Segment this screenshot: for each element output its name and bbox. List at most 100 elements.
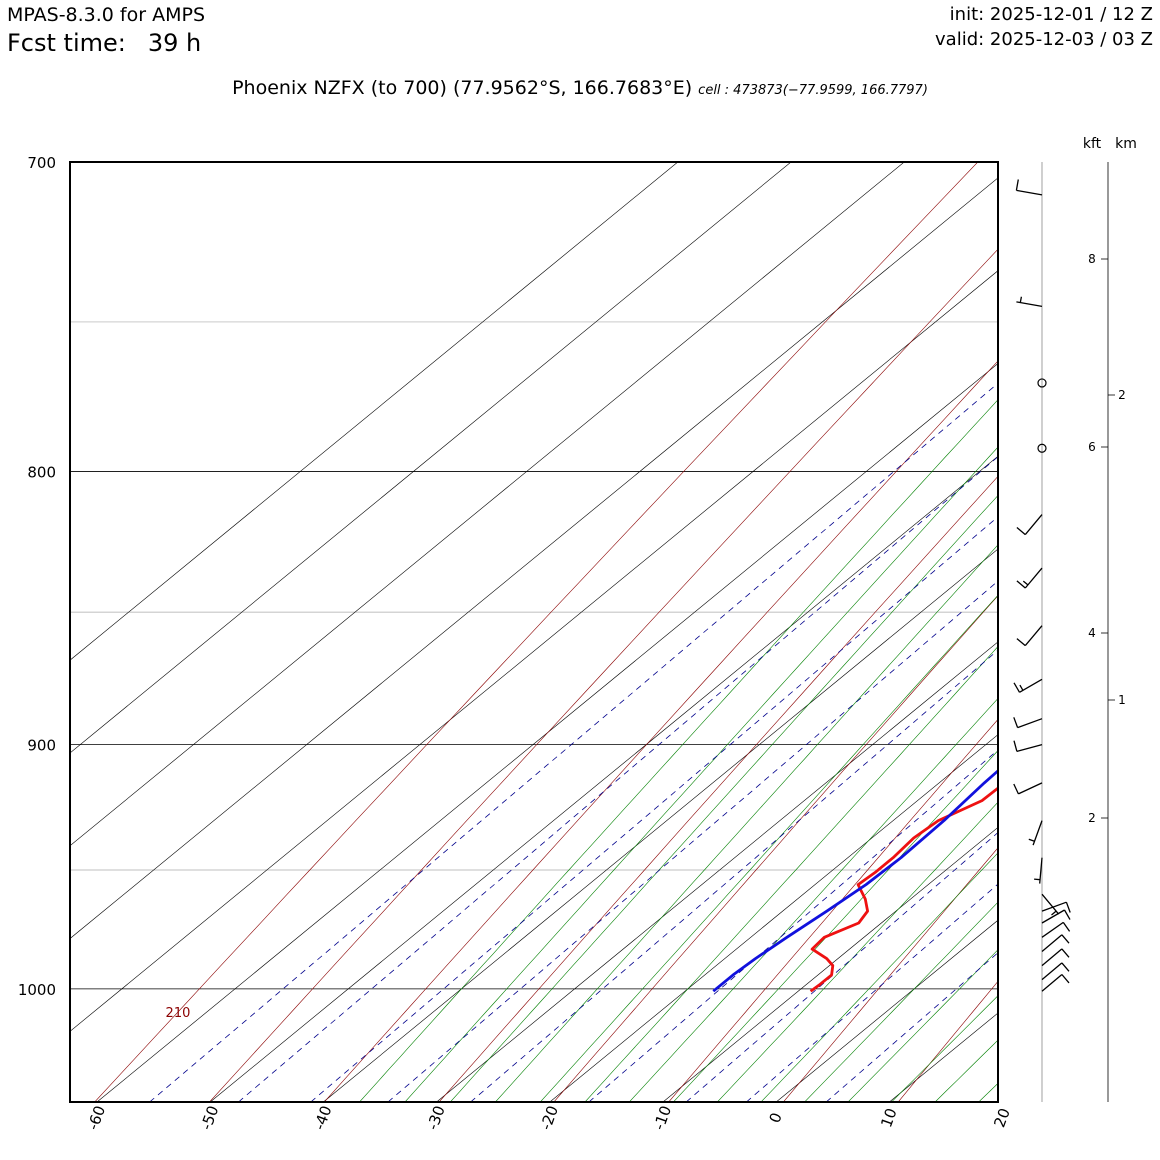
moist-adiabat [978,1082,998,1102]
wind-barb [1016,567,1043,589]
moist-adiabat [891,995,998,1102]
kft-tick-label: 8 [1088,252,1096,266]
temperature-line [809,786,998,993]
moist-adiabat [804,901,998,1102]
isotherm [210,455,998,1102]
axis-labels: 700 800 900 1000 -60 -50 -40 -30 -20 -10 0 10 20 210 k… [18,136,1137,1132]
isotherm [549,734,998,1102]
temperature-tick-bottom: -30 [423,1103,448,1132]
forecast-time-label: Fcst time: [7,29,126,57]
temperature-tick-bottom: 10 [877,1106,900,1130]
isotherm [323,548,998,1102]
dry-adiabat [783,847,998,1102]
dry-adiabat [94,162,979,1102]
km-tick-label: 1 [1118,693,1126,707]
wind-barb [1041,934,1070,952]
wind-barb [1041,962,1070,981]
mixing-ratio-line [238,456,998,1102]
temperature-tick-bottom: -60 [84,1103,109,1132]
mixing-ratio-line [746,883,998,1102]
mixing-ratio-line [387,580,998,1102]
isotherm [70,177,998,939]
wind-barb [1041,921,1071,938]
forecast-time-value: 39 h [147,29,202,57]
temperature-tick-bottom: -40 [310,1103,335,1132]
temperature-tick-bottom: 0 [766,1110,786,1125]
temperature-tick-bottom: -20 [537,1103,562,1132]
moist-adiabat [934,1039,998,1102]
mixing-ratio-line [825,952,998,1102]
mixing-ratio-line [149,382,998,1102]
isotherm [662,827,998,1102]
wind-barb [1041,948,1070,967]
isotherm [70,162,678,661]
wind-barb [1028,820,1043,846]
wind-barb [1013,717,1043,729]
wind-barb [1015,179,1043,196]
station-title: Phoenix NZFX (to 700) (77.9562°S, 166.76… [0,77,1160,99]
isotherm [70,270,998,1032]
dry-adiabat [323,360,998,1102]
dry-adiabat-label: 210 [166,1006,191,1021]
wind-barb [1016,625,1043,647]
dry-adiabat [1110,129,1160,1124]
dry-adiabat [438,475,998,1102]
isotherm [70,162,905,847]
km-label: km [1115,136,1137,152]
temperature-tick-bottom: -50 [197,1103,222,1132]
isotherm [436,641,998,1102]
calm-wind-circle [1037,378,1047,388]
moist-adiabat [584,646,998,1102]
moist-adiabat [494,544,998,1102]
pressure-tick-label: 1000 [18,981,56,999]
cell-info: cell : 473873(−77.9599, 166.7797) [698,83,928,98]
pressure-tick-label: 800 [27,464,56,482]
moist-adiabat [628,697,998,1102]
kft-tick-label: 2 [1088,811,1096,825]
pressure-tick-label: 900 [27,737,56,755]
moist-adiabat [449,494,998,1102]
moist-adiabat [539,594,998,1102]
kft-tick-label: 4 [1088,626,1096,640]
isotherm [776,919,998,1102]
plot-frame [69,161,999,1103]
forecast-time: Fcst time: 39 h [7,29,201,57]
wind-barb [1041,974,1070,992]
dry-adiabat [897,980,998,1102]
pressure-tick-label: 700 [27,154,56,172]
dry-adiabat [209,248,998,1102]
dewpoint-line [712,768,998,993]
wind-barb [1041,893,1060,916]
isotherm [96,363,998,1102]
isotherm [70,162,792,754]
kft-label: kft [1083,136,1102,152]
station-name: Phoenix NZFX (to 700) (77.9562°S, 166.76… [232,77,693,99]
wind-barb [1041,909,1071,924]
grid-lines [70,129,1160,1124]
wind-barb [1013,782,1043,795]
temperature-tick-bottom: -10 [650,1103,675,1132]
model-title: MPAS-8.3.0 for AMPS [7,4,206,26]
dry-adiabat [553,595,998,1102]
mixing-ratio-line [310,516,998,1102]
wind-barbs [1013,162,1071,1102]
init-time: init: 2025-12-01 / 12 Z [949,4,1153,25]
wind-barb [1041,901,1071,913]
wind-barb [1013,678,1043,693]
km-tick-label: 2 [1118,388,1126,402]
moist-adiabat [404,446,998,1102]
dry-adiabat [668,718,998,1102]
wind-barb [1016,514,1043,536]
mixing-ratio-line [470,649,998,1102]
temperature-tick-bottom: 20 [990,1106,1013,1130]
profiles [712,768,998,993]
wind-barb [1016,296,1043,308]
moist-adiabat [672,750,998,1102]
moist-adiabat [359,399,998,1102]
calm-wind-circle [1037,443,1047,453]
kft-tick-label: 6 [1088,440,1096,454]
mixing-ratio-line [588,749,998,1102]
moist-adiabat [716,801,998,1102]
isotherm [1116,162,1160,1102]
